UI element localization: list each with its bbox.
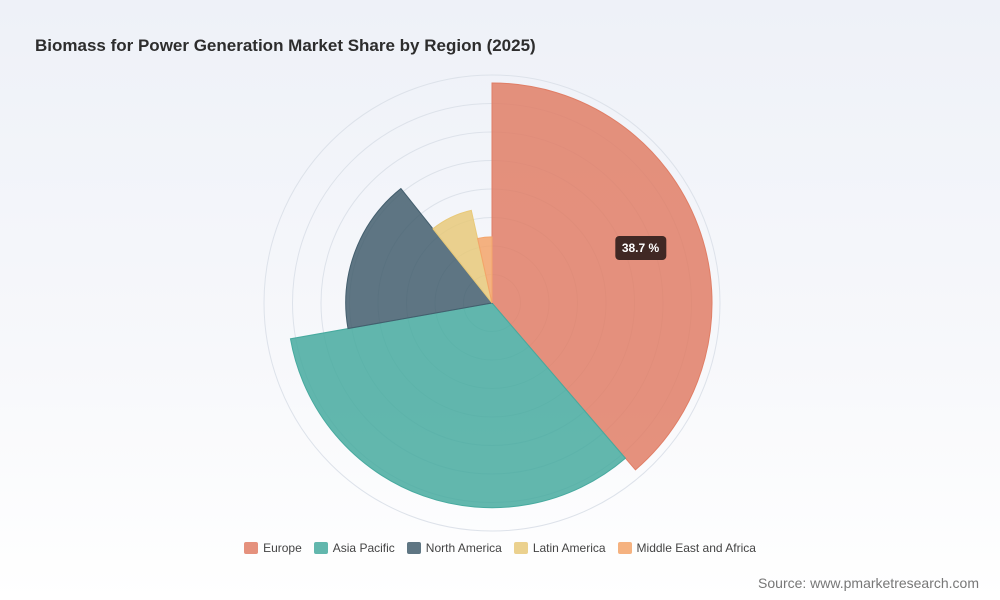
legend-item-europe[interactable]: Europe bbox=[244, 541, 302, 555]
legend-item-latin-america[interactable]: Latin America bbox=[513, 541, 606, 555]
slice-asia-pacific[interactable] bbox=[289, 302, 627, 509]
grid-ring bbox=[263, 74, 721, 532]
legend-item-asia-pacific[interactable]: Asia Pacific bbox=[313, 541, 395, 555]
legend-swatch bbox=[313, 542, 328, 554]
slice-north-america[interactable] bbox=[345, 187, 493, 330]
legend-item-middle-east-and-africa[interactable]: Middle East and Africa bbox=[617, 541, 756, 555]
chart-slices bbox=[289, 82, 713, 509]
value-tooltip: 38.7 % bbox=[614, 235, 667, 260]
legend-swatch bbox=[513, 542, 528, 554]
legend-label: Asia Pacific bbox=[332, 541, 395, 555]
slice-latin-america[interactable] bbox=[432, 209, 493, 304]
legend-swatch bbox=[617, 542, 632, 554]
legend-label: Latin America bbox=[532, 541, 606, 555]
slice-europe[interactable] bbox=[491, 82, 713, 471]
slice-middle-east-and-africa[interactable] bbox=[476, 236, 493, 304]
chart-title: Biomass for Power Generation Market Shar… bbox=[35, 36, 536, 55]
legend-swatch bbox=[406, 542, 421, 554]
legend-label: North America bbox=[425, 541, 502, 555]
legend-label: Europe bbox=[263, 541, 302, 555]
source-note: Source: www.pmarketresearch.com bbox=[758, 575, 979, 591]
legend-label: Middle East and Africa bbox=[636, 541, 756, 555]
chart-legend: Europe Asia Pacific North America Latin Ame… bbox=[0, 541, 1000, 555]
legend-item-north-america[interactable]: North America bbox=[406, 541, 502, 555]
legend-swatch bbox=[244, 542, 259, 554]
